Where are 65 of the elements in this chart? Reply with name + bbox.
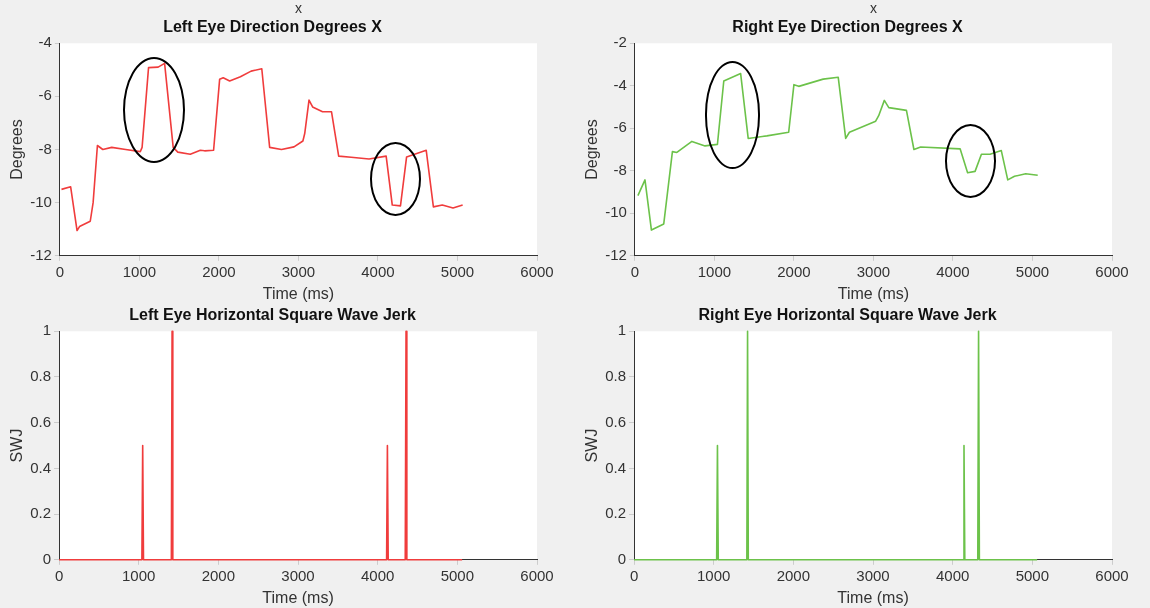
x-tick-label: 0 — [54, 566, 64, 584]
y-tick-label: -10 — [605, 203, 627, 221]
x-tick-label: 5000 — [440, 262, 475, 280]
x-axis-title: Time (ms) — [262, 588, 334, 606]
y-tick-label: 0.2 — [30, 504, 52, 522]
y-axis-title: Degrees — [583, 119, 601, 180]
x-axis-title: Time (ms) — [837, 588, 909, 606]
y-tick-label: 1 — [42, 321, 52, 339]
x-tick-label: 4000 — [361, 262, 395, 280]
y-tick-label: -4 — [38, 33, 52, 51]
x-tick-label: 4000 — [936, 262, 970, 280]
x-tick-label: 2000 — [776, 566, 811, 584]
y-tick-label: -12 — [605, 245, 627, 263]
chart-title: Right Eye Horizontal Square Wave Jerk — [698, 306, 997, 324]
x-tick-label: 3000 — [856, 262, 891, 280]
y-tick-label: 0.6 — [605, 412, 627, 430]
x-tick-label: 1000 — [697, 566, 731, 584]
y-tick-label: -2 — [613, 33, 627, 51]
chart-title: Left Eye Direction Degrees X — [163, 18, 383, 36]
x-tick-label: 6000 — [1095, 566, 1129, 584]
x-tick-label: 0 — [55, 262, 65, 280]
x-tick-label: 5000 — [1015, 566, 1050, 584]
x-tick-label: 2000 — [201, 566, 236, 584]
x-tick-label: 0 — [630, 262, 640, 280]
x-tick-label: 3000 — [856, 566, 890, 584]
y-axis-title: SWJ — [8, 428, 26, 463]
y-tick-label: -10 — [30, 192, 52, 210]
x-tick-label: 1000 — [122, 566, 156, 584]
y-tick-label: 0.4 — [605, 458, 627, 476]
y-tick-label: -8 — [613, 160, 627, 178]
y-tick-label: -6 — [38, 86, 52, 104]
x-tick-label: 2000 — [202, 262, 236, 280]
x-tick-label: 3000 — [281, 566, 315, 584]
y-tick-label: 0.6 — [30, 412, 52, 430]
y-tick-label: 0.8 — [605, 367, 627, 385]
x-tick-label: 5000 — [440, 566, 475, 584]
x-tick-label: 5000 — [1015, 262, 1050, 280]
y-tick-label: 0.4 — [30, 458, 52, 476]
y-tick-label: 0 — [42, 549, 52, 567]
chart-title: Right Eye Direction Degrees X — [732, 18, 963, 36]
chart-title: Left Eye Horizontal Square Wave Jerk — [129, 306, 416, 324]
y-tick-label: -4 — [613, 75, 627, 93]
x-axis-title: Time (ms) — [837, 284, 910, 302]
x-axis-title: Time (ms) — [262, 284, 335, 302]
text: x — [869, 0, 877, 16]
x-tick-label: 6000 — [520, 566, 554, 584]
y-tick-label: 0 — [617, 549, 627, 567]
y-axis-title: SWJ — [583, 428, 601, 463]
x-tick-label: 1000 — [697, 262, 732, 280]
y-tick-label: -6 — [613, 118, 627, 136]
x-tick-label: 4000 — [361, 566, 395, 584]
x-tick-label: 3000 — [281, 262, 316, 280]
x-tick-label: 4000 — [936, 566, 970, 584]
y-axis-title: Degrees — [8, 119, 26, 180]
y-tick-label: 1 — [617, 321, 627, 339]
x-tick-label: 6000 — [1095, 262, 1129, 280]
x-tick-label: 0 — [629, 566, 639, 584]
x-tick-label: 6000 — [520, 262, 554, 280]
y-tick-label: 0.8 — [30, 367, 52, 385]
y-tick-label: -12 — [30, 245, 52, 263]
x-tick-label: 1000 — [122, 262, 157, 280]
x-tick-label: 2000 — [777, 262, 811, 280]
text: x — [294, 0, 302, 16]
y-tick-label: 0.2 — [605, 504, 627, 522]
y-tick-label: -8 — [38, 139, 52, 157]
